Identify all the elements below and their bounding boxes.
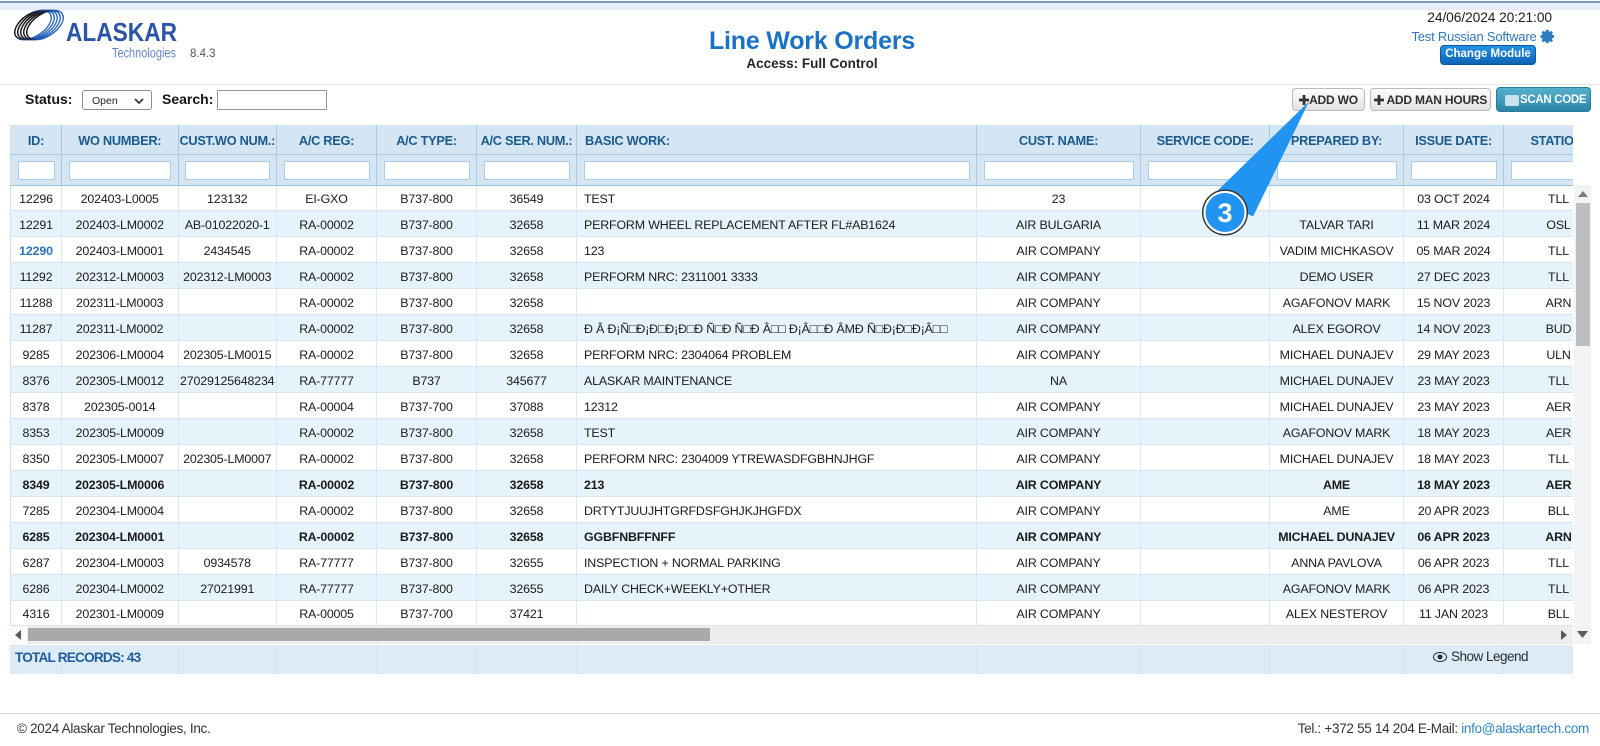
svg-text:Technologies: Technologies — [112, 46, 176, 61]
svg-text:8.4.3: 8.4.3 — [190, 48, 216, 60]
svg-text:3: 3 — [1217, 198, 1232, 228]
svg-text:ALASKAR: ALASKAR — [66, 17, 177, 47]
